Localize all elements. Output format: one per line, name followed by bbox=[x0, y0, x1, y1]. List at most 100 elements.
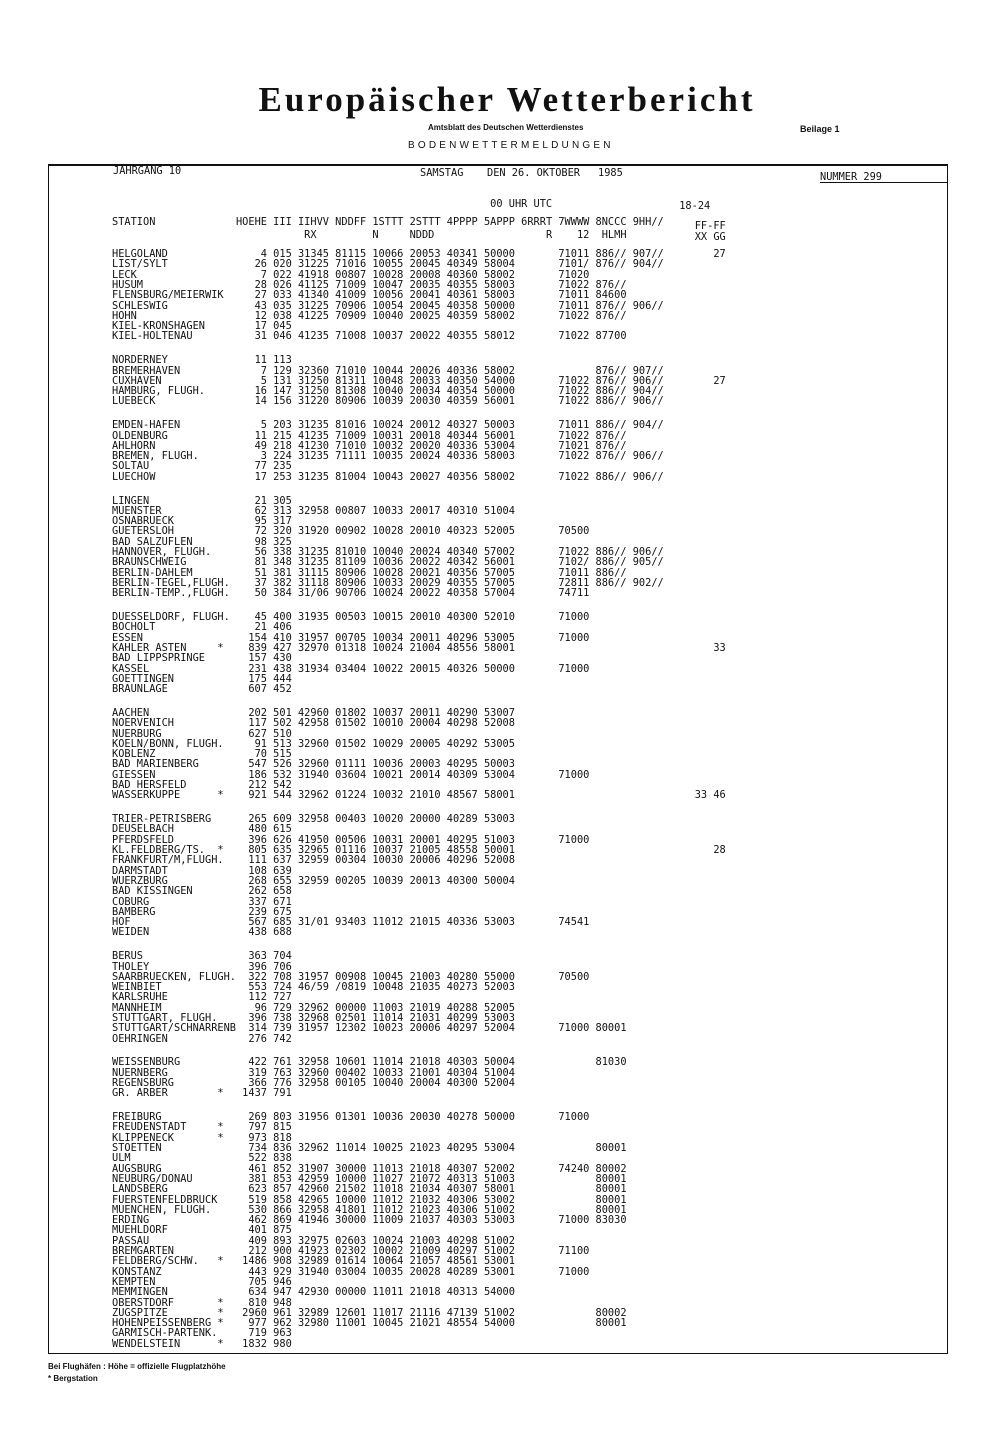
cell-5appp: 58003 bbox=[483, 450, 515, 463]
time-label: 00 UHR UTC bbox=[490, 198, 553, 210]
cell-nddff: 81010 bbox=[335, 546, 367, 558]
cell-station: KOELN/BONN, FLUGH. bbox=[112, 737, 224, 750]
column-subheader: N bbox=[372, 229, 379, 241]
cell-7wwww: 70500 bbox=[558, 970, 590, 983]
cell-nddff: 41801 bbox=[335, 1203, 367, 1216]
station-row: BAMBERG 239 675 bbox=[112, 906, 794, 917]
cell-5appp: 56001 bbox=[483, 395, 515, 408]
cell-iihvv: 31/06 bbox=[297, 587, 329, 600]
cell-1sttt: 10043 bbox=[372, 470, 404, 483]
station-row: HOHN 12 038 41225 70909 10040 20025 40359 58002 7… bbox=[112, 309, 794, 322]
cell-2sttt: 20026 bbox=[409, 364, 441, 377]
cell-4pppp: 40341 bbox=[446, 248, 478, 260]
cell-hoehe: 56 bbox=[254, 546, 267, 558]
cell-iihvv: 31957 bbox=[297, 970, 329, 983]
cell-iihvv: 32962 bbox=[297, 1142, 329, 1154]
cell-nddff: 00403 bbox=[335, 813, 367, 826]
cell-2sttt: 21037 bbox=[409, 1214, 441, 1227]
cell-7wwww: 71000 bbox=[558, 768, 590, 781]
cell-hoehe: 443 bbox=[248, 1265, 267, 1278]
cell-1sttt: 10015 bbox=[372, 611, 404, 623]
cell-5appp: 58001 bbox=[483, 1183, 515, 1196]
cell-hoehe: 705 bbox=[248, 1275, 267, 1288]
cell-7wwww: 7102/ bbox=[558, 556, 590, 569]
cell-2sttt: 20004 bbox=[409, 1077, 441, 1089]
station-row: BERLIN-DAHLEM 51 381 31115 80906 10028 20021 40… bbox=[112, 567, 794, 578]
cell-hoehe: 553 bbox=[248, 981, 267, 994]
cell-hoehe: 973 bbox=[248, 1131, 267, 1144]
cell-xx: 33 bbox=[694, 789, 708, 802]
cell-station: DEUSELBACH bbox=[112, 823, 174, 836]
station-row: LECK 7 022 41918 00807 10028 20008 40360 58002 71… bbox=[112, 268, 794, 281]
cell-hoehe: 17 bbox=[254, 470, 267, 483]
cell-iii: 026 bbox=[273, 278, 292, 291]
cell-iihvv: 32959 bbox=[297, 874, 329, 887]
cell-1sttt: 10022 bbox=[372, 662, 404, 675]
cell-2sttt: 20010 bbox=[409, 611, 441, 623]
column-subheader: 12 bbox=[576, 229, 590, 241]
cell-mountain: * bbox=[217, 844, 224, 856]
cell-iii: 724 bbox=[273, 981, 292, 994]
cell-7wwww: 70500 bbox=[558, 525, 590, 538]
cell-station: BERUS bbox=[112, 950, 143, 963]
cell-hoehe: 26 bbox=[254, 258, 267, 271]
station-row: OLDENBURG 11 215 41235 71009 10031 20018 40344 5… bbox=[112, 429, 794, 442]
cell-iihvv: 31250 bbox=[297, 374, 329, 387]
cell-station: SAARBRUECKEN, FLUGH. bbox=[112, 970, 236, 983]
column-header: 9HH// bbox=[632, 216, 664, 228]
cell-hoehe: 522 bbox=[248, 1152, 267, 1165]
cell-8nccc: 876// bbox=[595, 364, 627, 377]
cell-1sttt: 10010 bbox=[372, 717, 404, 730]
cell-nddff: 01224 bbox=[335, 789, 367, 802]
cell-5appp: 50000 bbox=[483, 248, 515, 260]
cell-nddff: 00902 bbox=[335, 525, 367, 538]
column-header: 7WWWW bbox=[558, 216, 590, 228]
cell-hoehe: 627 bbox=[248, 727, 267, 740]
cell-iihvv: 32960 bbox=[297, 758, 329, 771]
cell-7wwww: 71022 bbox=[558, 309, 590, 322]
cell-5appp: 51002 bbox=[483, 1203, 515, 1216]
station-row: KOBLENZ 70 515 bbox=[112, 749, 794, 760]
cell-nddff: /0819 bbox=[335, 981, 367, 994]
cell-hoehe: 363 bbox=[248, 950, 267, 963]
station-row: OEHRINGEN 276 742 bbox=[112, 1033, 794, 1044]
cell-4pppp: 40336 bbox=[446, 364, 478, 377]
station-row: AUGSBURG 461 852 31907 30000 11013 21018 40307 5… bbox=[112, 1163, 794, 1174]
cell-iii: 729 bbox=[273, 1001, 292, 1014]
cell-station: FREUDENSTADT bbox=[112, 1121, 187, 1134]
cell-5appp: 50000 bbox=[483, 1111, 515, 1124]
cell-hoehe: 3 bbox=[260, 450, 267, 463]
cell-1sttt: 10035 bbox=[372, 1265, 404, 1278]
cell-9hh: 906// bbox=[632, 450, 664, 463]
cell-4pppp: 40358 bbox=[446, 299, 478, 312]
cell-hoehe: 186 bbox=[248, 768, 267, 781]
station-row: BAD LIPPSPRINGE 157 430 bbox=[112, 653, 794, 664]
cell-4pppp: 40295 bbox=[446, 833, 478, 846]
cell-5appp: 57005 bbox=[483, 576, 515, 589]
cell-iihvv: 32962 bbox=[297, 789, 329, 802]
cell-station: KLIPPENECK bbox=[112, 1131, 174, 1144]
cell-2sttt: 21009 bbox=[409, 1245, 441, 1257]
cell-gg: 46 bbox=[713, 789, 726, 802]
report-frame bbox=[48, 164, 948, 1354]
cell-iii: 739 bbox=[273, 1022, 292, 1035]
cell-9hh: 906// bbox=[632, 470, 664, 483]
cell-7wwww: 71000 bbox=[558, 1022, 590, 1035]
station-row: WEINBIET 553 724 46/59/0819 10048 21035 40273 5… bbox=[112, 981, 794, 994]
cell-iii: 513 bbox=[273, 737, 292, 750]
station-row: TRIER-PETRISBERG 265 609 32958 00403 10020 200… bbox=[112, 813, 794, 826]
cell-5appp: 52005 bbox=[483, 525, 515, 538]
cell-nddff: 12302 bbox=[335, 1022, 367, 1035]
station-row: LUEBECK 14 156 31220 80906 10039 20030 40359 560… bbox=[112, 395, 794, 408]
cell-7wwww: 71020 bbox=[558, 268, 590, 281]
cell-4pppp: 40361 bbox=[446, 289, 478, 302]
station-row: HOF 567 685 31/01 93403 11012 21015 40336 53003 7… bbox=[112, 917, 794, 928]
cell-4pppp: 48556 bbox=[446, 641, 478, 654]
column-subheader: RX bbox=[304, 229, 317, 241]
cell-4pppp: 40297 bbox=[446, 1022, 478, 1035]
cell-hoehe: 547 bbox=[248, 758, 267, 771]
cell-hoehe: 175 bbox=[248, 672, 267, 685]
cell-station: WEINBIET bbox=[112, 981, 162, 994]
cell-mountain: * bbox=[217, 1131, 224, 1144]
cell-7wwww: 71022 bbox=[558, 429, 590, 442]
